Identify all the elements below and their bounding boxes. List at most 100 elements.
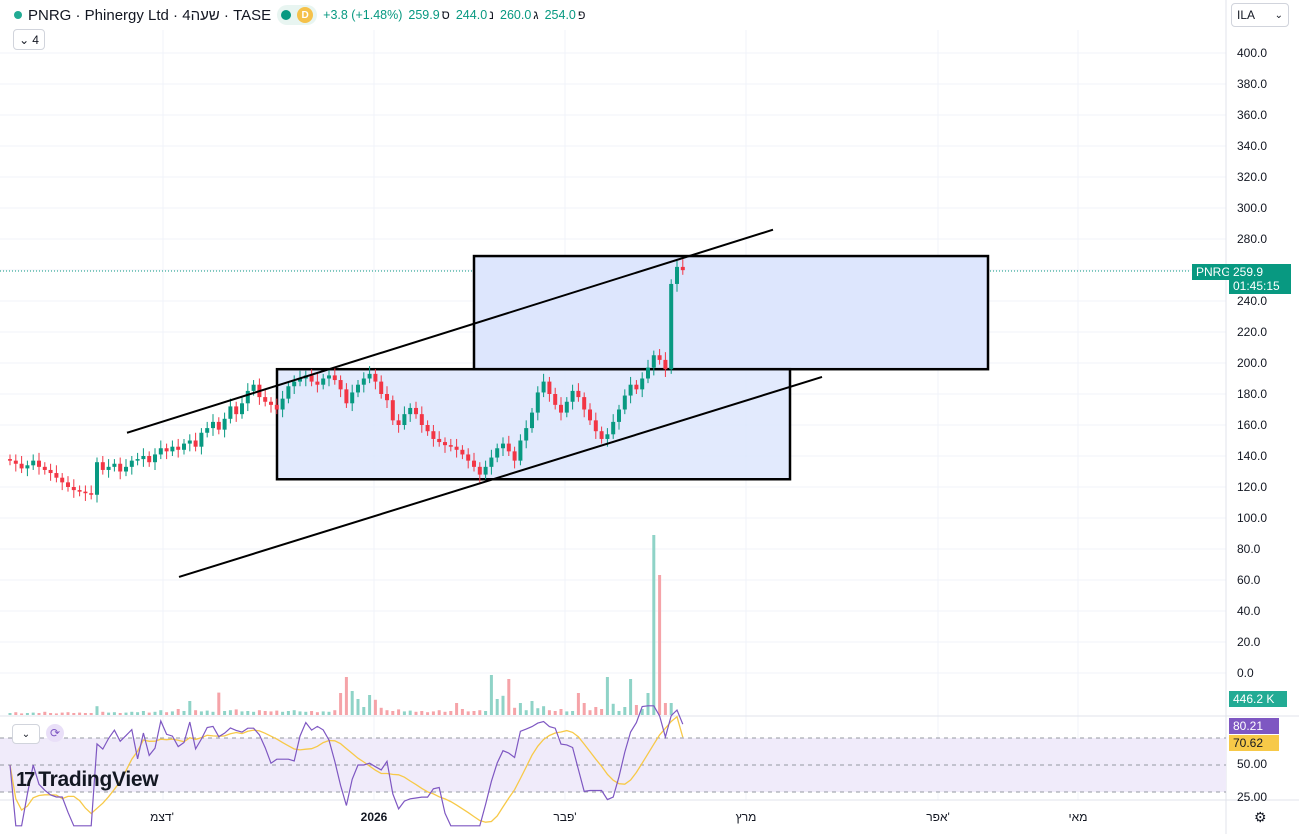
candle-body (367, 373, 372, 379)
candle-body (280, 398, 285, 410)
candlestick-series (8, 259, 685, 503)
candle-body (576, 390, 581, 398)
volume-bar (420, 711, 424, 715)
candle-body (95, 462, 99, 495)
candle-body (344, 389, 349, 404)
candle-body (448, 445, 453, 447)
volume-bar (426, 712, 430, 715)
symbol-title[interactable]: PNRG · Phinergy Ltd · 4שעה · TASE (28, 6, 272, 24)
candle-body (535, 392, 540, 413)
tradingview-mark-icon: 17 (16, 768, 35, 791)
volume-bar (252, 711, 256, 715)
volume-bar (617, 711, 621, 715)
volume-bar (310, 711, 314, 715)
time-label-feb: פבר' (553, 810, 577, 824)
volume-bar (147, 712, 151, 715)
volume-bar (205, 710, 209, 715)
candle-body (309, 375, 314, 382)
volume-bar (292, 710, 296, 715)
candle-body (512, 451, 517, 461)
candle-body (634, 384, 639, 390)
candle-body (669, 283, 674, 370)
price-tick-label: 160.0 (1237, 418, 1267, 432)
volume-bar (646, 693, 650, 715)
indicators-toggle-button[interactable]: ⌄ 4 (13, 29, 45, 50)
rsi-tick-label: 50.00 (1237, 757, 1267, 771)
candle-body (657, 355, 662, 360)
volume-bar (489, 675, 493, 715)
settings-gear-icon[interactable]: ⚙ (1254, 809, 1267, 825)
candle-body (379, 381, 384, 394)
rsi-ma-line (9, 715, 684, 823)
currency-select[interactable]: ILA ⌄ (1231, 3, 1289, 27)
market-status-pill[interactable]: D (277, 5, 318, 25)
rsi-pane (0, 705, 1226, 827)
price-tick-label: 280.0 (1237, 232, 1267, 246)
candle-body (460, 449, 465, 455)
volume-bar (507, 679, 511, 715)
candle-body (216, 421, 221, 430)
candle-body (112, 463, 117, 467)
rectangle-drawings (275, 254, 990, 481)
volume-bar (344, 677, 348, 715)
volume-bar (298, 711, 302, 715)
volume-bar (211, 711, 215, 715)
volume-bar (640, 709, 644, 715)
volume-bar (43, 711, 47, 715)
candle-body (663, 359, 668, 370)
candle-body (292, 381, 297, 387)
volume-bar (437, 710, 441, 715)
time-label-mar: מרץ (735, 810, 757, 824)
candle-body (158, 448, 163, 455)
volume-bar (472, 711, 476, 715)
candle-body (187, 440, 192, 444)
volume-bar (339, 693, 343, 715)
volume-bar (234, 709, 238, 715)
volume-bar (663, 703, 667, 715)
candle-body (25, 465, 30, 469)
candle-body (31, 460, 36, 466)
candle-body (327, 375, 331, 379)
volume-bar (559, 709, 563, 715)
candle-body (501, 443, 505, 449)
candle-body (48, 469, 53, 474)
candle-body (483, 466, 488, 475)
candle-body (176, 446, 181, 450)
price-axis: 400.0 380.0 360.0 340.0 320.0 300.0 280.0 240.0… (1237, 46, 1267, 804)
volume-bar (194, 710, 198, 715)
candle-body (269, 401, 273, 405)
volume-bar (455, 703, 459, 715)
volume-bar (391, 711, 395, 715)
volume-bar (414, 711, 418, 715)
candle-body (141, 456, 146, 460)
volume-bar (402, 711, 406, 715)
candle-body (651, 355, 656, 368)
volume-bar (136, 712, 140, 715)
volume-bar (89, 713, 93, 715)
ohlc-low-value: 244.0 (455, 8, 488, 22)
candle-body (147, 456, 152, 463)
price-tick-label: 400.0 (1237, 46, 1267, 60)
countdown-value: 01:45:15 (1233, 279, 1280, 293)
volume-bar (605, 677, 609, 715)
candle-body (332, 375, 337, 381)
volume-bar (518, 703, 522, 715)
time-label-may: מאי (1068, 810, 1088, 824)
volume-bar (25, 713, 29, 715)
collapse-pane-button[interactable]: ⌄ (12, 724, 40, 744)
candle-body (646, 367, 650, 379)
candle-body (466, 454, 471, 461)
volume-bar (240, 711, 244, 715)
tradingview-logo[interactable]: 17 TradingView (16, 768, 159, 792)
volume-bar (408, 710, 412, 715)
currency-value: ILA (1237, 8, 1256, 22)
rsi-line (9, 705, 684, 827)
candle-body (263, 397, 268, 402)
price-tick-label: 20.0 (1237, 635, 1261, 649)
volume-bar (356, 699, 360, 715)
sync-icon[interactable]: ⟳ (46, 724, 64, 742)
volume-bar (576, 693, 580, 715)
ohlc-close: 259.9 ס (408, 8, 449, 22)
time-label-2026: 2026 (360, 810, 388, 824)
